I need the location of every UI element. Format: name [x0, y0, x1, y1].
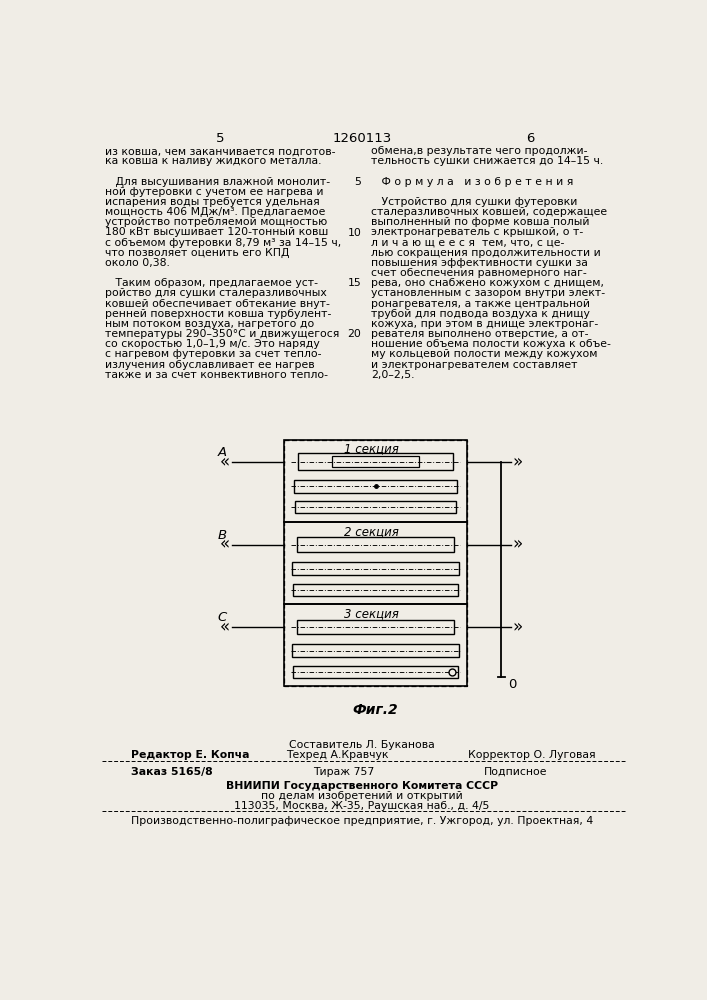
- Text: C: C: [218, 611, 227, 624]
- Text: и электронагревателем составляет: и электронагревателем составляет: [371, 360, 578, 370]
- Text: »: »: [513, 453, 522, 471]
- Text: му кольцевой полости между кожухом: му кольцевой полости между кожухом: [371, 349, 597, 359]
- Text: повышения эффективности сушки за: повышения эффективности сушки за: [371, 258, 588, 268]
- Text: выполненный по форме ковша полый: выполненный по форме ковша полый: [371, 217, 590, 227]
- Bar: [284, 522, 467, 604]
- Text: электронагреватель с крышкой, о т-: электронагреватель с крышкой, о т-: [371, 227, 583, 237]
- Text: из ковша, чем заканчивается подготов-: из ковша, чем заканчивается подготов-: [105, 146, 336, 156]
- Bar: [297, 537, 454, 552]
- Text: A: A: [218, 446, 227, 459]
- Text: 1260113: 1260113: [332, 132, 392, 145]
- Bar: [293, 584, 458, 596]
- Bar: [284, 440, 467, 522]
- Text: B: B: [218, 529, 227, 542]
- Bar: [284, 604, 467, 686]
- Text: Таким образом, предлагаемое уст-: Таким образом, предлагаемое уст-: [105, 278, 318, 288]
- Text: с нагревом футеровки за счет тепло-: с нагревом футеровки за счет тепло-: [105, 349, 322, 359]
- Text: трубой для подвода воздуха к днищу: трубой для подвода воздуха к днищу: [371, 309, 590, 319]
- Text: 5: 5: [216, 132, 224, 145]
- Text: что позволяет оценить его КПД: что позволяет оценить его КПД: [105, 248, 290, 258]
- Text: Для высушивания влажной монолит-: Для высушивания влажной монолит-: [105, 177, 331, 187]
- Text: л и ч а ю щ е е с я  тем, что, с це-: л и ч а ю щ е е с я тем, что, с це-: [371, 238, 565, 248]
- Text: устройство потребляемой мощностью: устройство потребляемой мощностью: [105, 217, 327, 227]
- Text: »: »: [513, 536, 522, 554]
- Text: Тираж 757: Тираж 757: [313, 767, 375, 777]
- Text: 20: 20: [347, 329, 361, 339]
- Text: ной футеровки с учетом ее нагрева и: ной футеровки с учетом ее нагрева и: [105, 187, 324, 197]
- Text: с объемом футеровки 8,79 м³ за 14–15 ч,: с объемом футеровки 8,79 м³ за 14–15 ч,: [105, 238, 341, 248]
- Text: Устройство для сушки футеровки: Устройство для сушки футеровки: [371, 197, 578, 207]
- Text: счет обеспечения равномерного наг-: счет обеспечения равномерного наг-: [371, 268, 587, 278]
- Bar: [298, 453, 452, 470]
- Bar: [332, 456, 419, 467]
- Text: также и за счет конвективного тепло-: также и за счет конвективного тепло-: [105, 370, 329, 380]
- Text: «: «: [220, 453, 230, 471]
- Bar: [292, 644, 459, 657]
- Bar: [293, 666, 458, 678]
- Text: «: «: [220, 618, 230, 636]
- Text: 10: 10: [347, 228, 361, 238]
- Bar: [293, 480, 457, 493]
- Text: ревателя выполнено отверстие, а от-: ревателя выполнено отверстие, а от-: [371, 329, 589, 339]
- Text: Фиг.2: Фиг.2: [353, 703, 398, 717]
- Bar: [296, 501, 456, 513]
- Text: температуры 290–350°С и движущегося: температуры 290–350°С и движущегося: [105, 329, 340, 339]
- Text: Заказ 5165/8: Заказ 5165/8: [131, 767, 213, 777]
- Text: кожуха, при этом в днище электронаг-: кожуха, при этом в днище электронаг-: [371, 319, 599, 329]
- Text: Техред А.Кравчук: Техред А.Кравчук: [286, 750, 389, 760]
- Text: сталеразливочных ковшей, содержащее: сталеразливочных ковшей, содержащее: [371, 207, 607, 217]
- Text: по делам изобретений и открытий: по делам изобретений и открытий: [261, 791, 463, 801]
- Text: ройство для сушки сталеразливочных: ройство для сушки сталеразливочных: [105, 288, 327, 298]
- Text: 180 кВт высушивает 120-тонный ковш: 180 кВт высушивает 120-тонный ковш: [105, 227, 329, 237]
- Text: ковшей обеспечивает обтекание внут-: ковшей обеспечивает обтекание внут-: [105, 299, 330, 309]
- Text: ным потоком воздуха, нагретого до: ным потоком воздуха, нагретого до: [105, 319, 315, 329]
- Text: Редактор Е. Копча: Редактор Е. Копча: [131, 750, 250, 760]
- Text: 113035, Москва, Ж-35, Раушская наб., д. 4/5: 113035, Москва, Ж-35, Раушская наб., д. …: [234, 801, 490, 811]
- Text: излучения обуславливает ее нагрев: излучения обуславливает ее нагрев: [105, 360, 315, 370]
- Text: Подписное: Подписное: [484, 767, 547, 777]
- Text: Производственно-полиграфическое предприятие, г. Ужгород, ул. Проектная, 4: Производственно-полиграфическое предприя…: [131, 816, 593, 826]
- Text: ренней поверхности ковша турбулент-: ренней поверхности ковша турбулент-: [105, 309, 332, 319]
- Text: 2 секция: 2 секция: [344, 525, 399, 538]
- Bar: [292, 562, 459, 575]
- Text: «: «: [220, 536, 230, 554]
- Bar: [297, 620, 454, 634]
- Bar: [284, 440, 467, 686]
- Text: Ф о р м у л а   и з о б р е т е н и я: Ф о р м у л а и з о б р е т е н и я: [371, 177, 573, 187]
- Text: обмена,в результате чего продолжи-: обмена,в результате чего продолжи-: [371, 146, 588, 156]
- Text: мощность 406 МДж/м³. Предлагаемое: мощность 406 МДж/м³. Предлагаемое: [105, 207, 326, 217]
- Text: »: »: [513, 618, 522, 636]
- Text: ка ковша к наливу жидкого металла.: ка ковша к наливу жидкого металла.: [105, 156, 322, 166]
- Text: около 0,38.: около 0,38.: [105, 258, 170, 268]
- Text: со скоростью 1,0–1,9 м/с. Это наряду: со скоростью 1,0–1,9 м/с. Это наряду: [105, 339, 320, 349]
- Text: установленным с зазором внутри элект-: установленным с зазором внутри элект-: [371, 288, 605, 298]
- Text: Корректор О. Луговая: Корректор О. Луговая: [468, 750, 596, 760]
- Text: 15: 15: [347, 278, 361, 288]
- Text: Составитель Л. Буканова: Составитель Л. Буканова: [289, 740, 435, 750]
- Text: испарения воды требуется удельная: испарения воды требуется удельная: [105, 197, 320, 207]
- Text: 6: 6: [526, 132, 534, 145]
- Text: тельность сушки снижается до 14–15 ч.: тельность сушки снижается до 14–15 ч.: [371, 156, 604, 166]
- Text: 0: 0: [508, 678, 516, 691]
- Text: ВНИИПИ Государственного Комитета СССР: ВНИИПИ Государственного Комитета СССР: [226, 781, 498, 791]
- Text: лью сокращения продолжительности и: лью сокращения продолжительности и: [371, 248, 601, 258]
- Text: 1 секция: 1 секция: [344, 443, 399, 456]
- Text: рева, оно снабжено кожухом с днищем,: рева, оно снабжено кожухом с днищем,: [371, 278, 604, 288]
- Text: 3 секция: 3 секция: [344, 607, 399, 620]
- Text: ношение объема полости кожуха к объе-: ношение объема полости кожуха к объе-: [371, 339, 611, 349]
- Text: ронагревателя, а также центральной: ронагревателя, а также центральной: [371, 299, 590, 309]
- Text: 2,0–2,5.: 2,0–2,5.: [371, 370, 415, 380]
- Text: 5: 5: [354, 177, 361, 187]
